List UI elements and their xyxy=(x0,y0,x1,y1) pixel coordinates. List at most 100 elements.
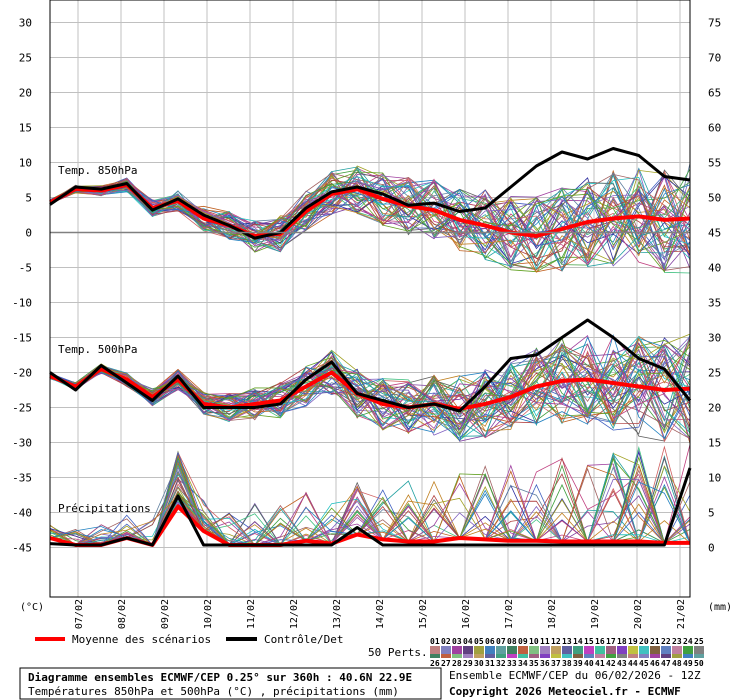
pert-number-bottom: 28 xyxy=(452,659,462,668)
x-tick-label: 08/02 xyxy=(117,599,128,629)
x-tick-label: 15/02 xyxy=(418,599,429,629)
pert-swatch-bottom xyxy=(584,654,594,658)
x-tick-label: 07/02 xyxy=(74,599,85,629)
perturbation-legend: 01 26 02 27 03 28 04 29 05 30 06 31 07 32 08 33 09 34 10 35… xyxy=(430,637,704,668)
pert-swatch-top xyxy=(617,646,627,654)
pert-swatch-top xyxy=(540,646,550,654)
y-tick-left: -15 xyxy=(12,332,32,345)
pert-swatch-top xyxy=(430,646,440,654)
pert-swatch-top xyxy=(452,646,462,654)
pert-number-bottom: 33 xyxy=(507,659,517,668)
x-tick-label: 10/02 xyxy=(203,599,214,629)
pert-swatch-bottom xyxy=(617,654,627,658)
pert-swatch-bottom xyxy=(628,654,638,658)
pert-number-bottom: 41 xyxy=(595,659,605,668)
pert-swatch-top xyxy=(518,646,528,654)
pert-swatch-top xyxy=(661,646,671,654)
x-tick-label: 12/02 xyxy=(289,599,300,629)
footer-title-box xyxy=(19,667,442,700)
x-tick-label: 20/02 xyxy=(633,599,644,629)
y-tick-left: -25 xyxy=(12,402,32,415)
pert-number-top: 06 xyxy=(485,637,495,646)
y-tick-right: 5 xyxy=(708,507,715,520)
pert-swatch-bottom xyxy=(496,654,506,658)
pert-swatch-top xyxy=(441,646,451,654)
pert-number-bottom: 31 xyxy=(485,659,495,668)
pert-swatch-top xyxy=(562,646,572,654)
pert-number-top: 16 xyxy=(595,637,605,646)
left-unit-label: (°C) xyxy=(20,602,44,613)
y-tick-right: 75 xyxy=(708,17,721,30)
pert-number-top: 13 xyxy=(562,637,572,646)
y-tick-right: 60 xyxy=(708,122,721,135)
y-tick-left: -40 xyxy=(12,507,32,520)
chart-title: Diagramme ensembles ECMWF/CEP 0.25° sur … xyxy=(28,671,412,684)
pert-number-bottom: 40 xyxy=(584,659,594,668)
y-tick-right: 40 xyxy=(708,262,721,275)
pert-swatch-top xyxy=(507,646,517,654)
pert-number-bottom: 35 xyxy=(529,659,539,668)
pert-swatch-bottom xyxy=(507,654,517,658)
pert-swatch-bottom xyxy=(529,654,539,658)
pert-number-bottom: 49 xyxy=(683,659,693,668)
pert-number-bottom: 39 xyxy=(573,659,583,668)
pert-swatch-top xyxy=(551,646,561,654)
y-tick-left: -10 xyxy=(12,297,32,310)
pert-line-t850 xyxy=(49,179,691,259)
pert-swatch-top xyxy=(650,646,660,654)
main-series xyxy=(49,147,692,547)
pert-swatch-bottom xyxy=(606,654,616,658)
pert-swatch-top xyxy=(683,646,693,654)
y-tick-left: -5 xyxy=(19,262,32,275)
plot-frame xyxy=(49,0,691,598)
control-line-t850 xyxy=(49,147,691,240)
pert-line-t500 xyxy=(49,337,691,432)
pert-number-top: 03 xyxy=(452,637,462,646)
pert-number-top: 23 xyxy=(672,637,682,646)
x-tick-label: 11/02 xyxy=(246,599,257,629)
pert-number-top: 25 xyxy=(694,637,704,646)
pert-number-bottom: 42 xyxy=(606,659,616,668)
pert-swatch-top xyxy=(694,646,704,654)
pert-line-t500 xyxy=(49,334,691,438)
x-tick-label: 19/02 xyxy=(590,599,601,629)
pert-number-top: 24 xyxy=(683,637,693,646)
pert-swatch-bottom xyxy=(683,654,693,658)
y-tick-right: 30 xyxy=(708,332,721,345)
pert-number-bottom: 46 xyxy=(650,659,660,668)
pert-number-top: 15 xyxy=(584,637,594,646)
pert-number-top: 09 xyxy=(518,637,528,646)
pert-number-bottom: 36 xyxy=(540,659,550,668)
pert-swatch-top xyxy=(463,646,473,654)
legend-mean-label: Moyenne des scénarios xyxy=(72,633,211,646)
pert-swatch-bottom xyxy=(562,654,572,658)
pert-number-top: 14 xyxy=(573,637,583,646)
pert-number-top: 19 xyxy=(628,637,638,646)
y-tick-left: -45 xyxy=(12,542,32,555)
pert-number-top: 05 xyxy=(474,637,484,646)
y-tick-right: 50 xyxy=(708,192,721,205)
pert-number-bottom: 32 xyxy=(496,659,506,668)
y-tick-left: 0 xyxy=(25,227,32,240)
pert-swatch-bottom xyxy=(639,654,649,658)
control-line-precip xyxy=(49,467,692,547)
pert-line-precip xyxy=(49,486,691,546)
pert-swatch-top xyxy=(496,646,506,654)
y-tick-right: 35 xyxy=(708,297,721,310)
pert-line-t500 xyxy=(49,342,691,422)
copyright: Copyright 2026 Meteociel.fr - ECMWF xyxy=(449,685,681,698)
pert-number-top: 20 xyxy=(639,637,649,646)
y-tick-left: -35 xyxy=(12,472,32,485)
pert-line-t850 xyxy=(49,184,691,266)
y-tick-right: 15 xyxy=(708,437,721,450)
x-tick-label: 16/02 xyxy=(461,599,472,629)
x-tick-label: 14/02 xyxy=(375,599,386,629)
pert-swatch-bottom xyxy=(430,654,440,658)
pert-number-bottom: 37 xyxy=(551,659,561,668)
y-tick-right: 20 xyxy=(708,402,721,415)
pert-swatch-bottom xyxy=(463,654,473,658)
pert-swatch-bottom xyxy=(650,654,660,658)
pert-number-top: 17 xyxy=(606,637,616,646)
pert-swatch-top xyxy=(639,646,649,654)
